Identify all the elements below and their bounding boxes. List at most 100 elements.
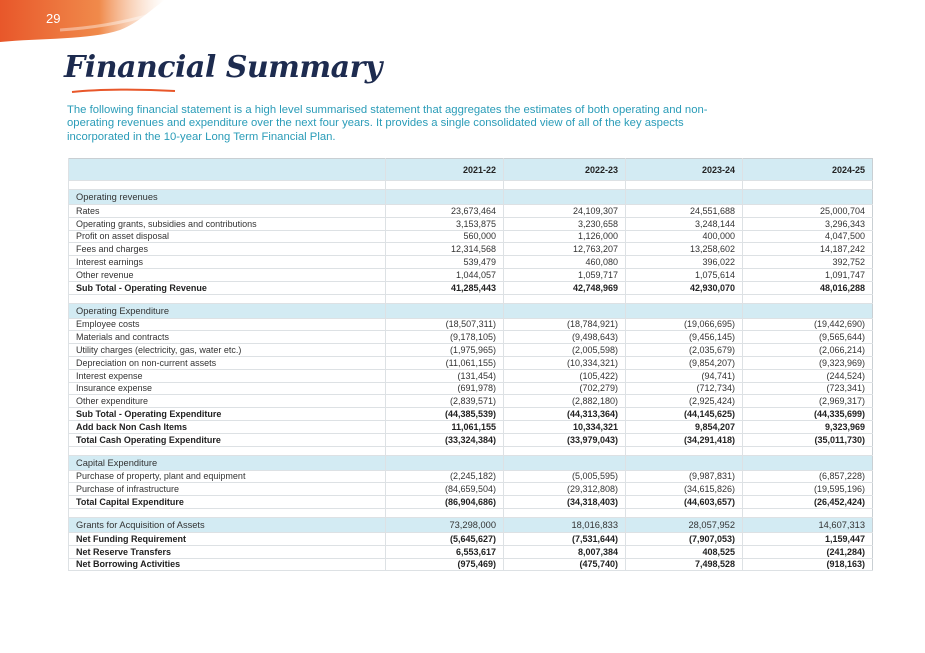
value-cell: (9,323,969) bbox=[742, 356, 873, 370]
value-cell: (86,904,686) bbox=[385, 495, 504, 509]
value-cell: (2,969,317) bbox=[742, 394, 873, 409]
value-cell: 1,075,614 bbox=[625, 268, 743, 282]
row-label: Profit on asset disposal bbox=[68, 230, 386, 244]
table-row: Other expenditure (2,839,571) (2,882,180)(… bbox=[68, 394, 873, 409]
value-cell: 13,258,602 bbox=[625, 242, 743, 257]
cell bbox=[503, 508, 626, 518]
table-row: Fees and charges 12,314,568 12,763,207 13,2… bbox=[68, 242, 873, 257]
table-row: Purchase of property, plant and equipmen… bbox=[68, 470, 873, 484]
row-label: Sub Total - Operating Expenditure bbox=[68, 407, 386, 421]
cell bbox=[68, 180, 386, 190]
value-cell: 400,000 bbox=[625, 230, 743, 244]
table-row: Interest expense (131,454) (105,422) (94,74… bbox=[68, 369, 873, 383]
table-row: Depreciation on non-current assets (11,06… bbox=[68, 356, 873, 370]
cell bbox=[385, 508, 504, 518]
value-cell: 1,091,747 bbox=[742, 268, 873, 282]
cell bbox=[625, 508, 743, 518]
value-cell: (9,456,145) bbox=[625, 330, 743, 345]
page-number: 29 bbox=[46, 11, 61, 26]
cell bbox=[385, 303, 504, 319]
table-row: Operating grants, subsidies and contribu… bbox=[68, 217, 873, 231]
cell bbox=[385, 455, 504, 471]
table-row: Net Borrowing Activities (975,469) (475,74… bbox=[68, 558, 873, 572]
table-row: Employee costs (18,507,311) (18,784,921) (1… bbox=[68, 318, 873, 332]
value-cell: 3,230,658 bbox=[503, 217, 626, 231]
value-cell: 3,248,144 bbox=[625, 217, 743, 231]
cell bbox=[68, 446, 386, 456]
cell bbox=[503, 303, 626, 319]
table-row: Total Cash Operating Expenditure (33,324,… bbox=[68, 433, 873, 447]
value-cell: (241,284) bbox=[742, 545, 873, 559]
value-cell: 1,159,447 bbox=[742, 532, 873, 546]
value-cell: (35,011,730) bbox=[742, 433, 873, 447]
value-cell: (29,312,808) bbox=[503, 482, 626, 497]
value-cell: 41,285,443 bbox=[385, 281, 504, 295]
value-cell: (6,857,228) bbox=[742, 470, 873, 484]
row-label: Net Reserve Transfers bbox=[68, 545, 386, 559]
value-cell: 14,607,313 bbox=[742, 517, 873, 533]
value-cell: (975,469) bbox=[385, 558, 504, 572]
cell bbox=[68, 508, 386, 518]
value-cell: 12,314,568 bbox=[385, 242, 504, 257]
value-cell: (5,005,595) bbox=[503, 470, 626, 484]
value-cell: (244,524) bbox=[742, 369, 873, 383]
value-cell: (9,178,105) bbox=[385, 330, 504, 345]
table-row: Sub Total - Operating Expenditure (44,385… bbox=[68, 407, 873, 421]
table-row: Materials and contracts (9,178,105) (9,498… bbox=[68, 330, 873, 345]
row-label: Capital Expenditure bbox=[68, 455, 386, 471]
value-cell: 9,854,207 bbox=[625, 420, 743, 434]
value-cell: (34,318,403) bbox=[503, 495, 626, 509]
cell bbox=[625, 294, 743, 304]
row-label: Total Cash Operating Expenditure bbox=[68, 433, 386, 447]
value-cell: (18,507,311) bbox=[385, 318, 504, 332]
spacer-row bbox=[68, 180, 873, 190]
row-label: Interest expense bbox=[68, 369, 386, 383]
value-cell: 396,022 bbox=[625, 255, 743, 269]
row-label: Insurance expense bbox=[68, 382, 386, 396]
value-cell: (10,334,321) bbox=[503, 356, 626, 370]
value-cell: 42,930,070 bbox=[625, 281, 743, 295]
cell bbox=[742, 303, 873, 319]
value-cell: (2,882,180) bbox=[503, 394, 626, 409]
cell bbox=[503, 455, 626, 471]
row-label: Depreciation on non-current assets bbox=[68, 356, 386, 370]
cell bbox=[385, 180, 504, 190]
value-cell: (9,565,644) bbox=[742, 330, 873, 345]
row-label: Total Capital Expenditure bbox=[68, 495, 386, 509]
cell bbox=[68, 294, 386, 304]
cell bbox=[385, 446, 504, 456]
value-cell: (26,452,424) bbox=[742, 495, 873, 509]
value-cell: 1,059,717 bbox=[503, 268, 626, 282]
cell bbox=[742, 189, 873, 205]
value-cell: (94,741) bbox=[625, 369, 743, 383]
row-label: Other revenue bbox=[68, 268, 386, 282]
value-cell: (131,454) bbox=[385, 369, 504, 383]
cell bbox=[625, 446, 743, 456]
column-header: 2024-25 bbox=[742, 158, 873, 181]
value-cell: (9,987,831) bbox=[625, 470, 743, 484]
value-cell: 1,126,000 bbox=[503, 230, 626, 244]
value-cell: (44,313,364) bbox=[503, 407, 626, 421]
value-cell: 1,044,057 bbox=[385, 268, 504, 282]
table-row: Net Funding Requirement (5,645,627) (7,531… bbox=[68, 532, 873, 546]
value-cell: (84,659,504) bbox=[385, 482, 504, 497]
value-cell: 408,525 bbox=[625, 545, 743, 559]
row-label: Net Funding Requirement bbox=[68, 532, 386, 546]
table-row: Sub Total - Operating Revenue 41,285,443 4… bbox=[68, 281, 873, 295]
column-header: 2023-24 bbox=[625, 158, 743, 181]
value-cell: (9,498,643) bbox=[503, 330, 626, 345]
row-label: Utility charges (electricity, gas, water… bbox=[68, 343, 386, 357]
value-cell: (2,839,571) bbox=[385, 394, 504, 409]
value-cell: (691,978) bbox=[385, 382, 504, 396]
row-label: Fees and charges bbox=[68, 242, 386, 257]
cell bbox=[503, 294, 626, 304]
row-label: Net Borrowing Activities bbox=[68, 558, 386, 572]
value-cell: (11,061,155) bbox=[385, 356, 504, 370]
cell bbox=[385, 189, 504, 205]
table-row: Grants for Acquisition of Assets 73,298,0… bbox=[68, 517, 873, 533]
row-label: Employee costs bbox=[68, 318, 386, 332]
value-cell: (44,145,625) bbox=[625, 407, 743, 421]
value-cell: 4,047,500 bbox=[742, 230, 873, 244]
row-label: Operating grants, subsidies and contribu… bbox=[68, 217, 386, 231]
